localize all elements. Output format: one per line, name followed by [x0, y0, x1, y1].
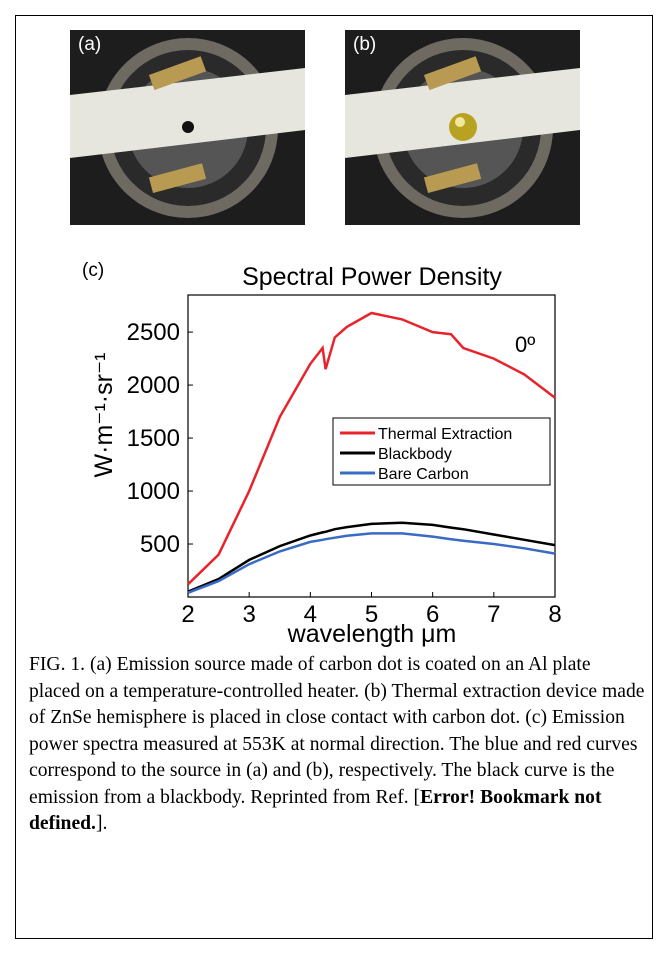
series-line [187, 532, 556, 594]
x-tick-label: 5 [365, 601, 378, 628]
figure-frame [15, 15, 653, 939]
caption-text: FIG. 1. (a) Emission source made of carb… [29, 654, 645, 808]
panel-label: (c) [82, 260, 104, 281]
y-axis-label: W·m⁻¹·sr⁻¹ [90, 353, 118, 478]
x-tick-label: 7 [487, 601, 500, 628]
x-tick-label: 6 [426, 601, 439, 628]
figure: (a) (b) (c) Spectral Power Density 0º wa… [70, 30, 580, 648]
panel-label: (b) [353, 34, 376, 55]
panel-label: (a) [78, 34, 101, 55]
series-line [187, 311, 556, 586]
x-tick-label: 2 [181, 601, 194, 628]
y-tick-label: 2500 [127, 319, 180, 346]
y-tick-label: 2000 [127, 372, 180, 399]
caption-bold: Error! Bookmark not defined. [29, 786, 602, 835]
legend-label: Bare Carbon [378, 466, 469, 483]
photo-b [345, 30, 580, 225]
x-tick-label: 3 [242, 601, 255, 628]
x-tick-label: 4 [304, 601, 317, 628]
caption-end: ]. [95, 813, 108, 834]
legend-label: Blackbody [378, 446, 452, 463]
legend-label: Thermal Extraction [378, 426, 512, 443]
photo-a [70, 30, 305, 225]
chart-title: Spectral Power Density [242, 263, 502, 291]
caption: FIG. 1. (a) Emission source made of carb… [29, 652, 645, 838]
x-axis-label: wavelength μm [287, 620, 457, 648]
series-line [187, 521, 556, 593]
annotation: 0º [515, 332, 535, 357]
x-tick-label: 8 [548, 601, 561, 628]
y-tick-label: 500 [140, 531, 180, 558]
y-tick-label: 1500 [127, 425, 180, 452]
y-tick-label: 1000 [127, 478, 180, 505]
